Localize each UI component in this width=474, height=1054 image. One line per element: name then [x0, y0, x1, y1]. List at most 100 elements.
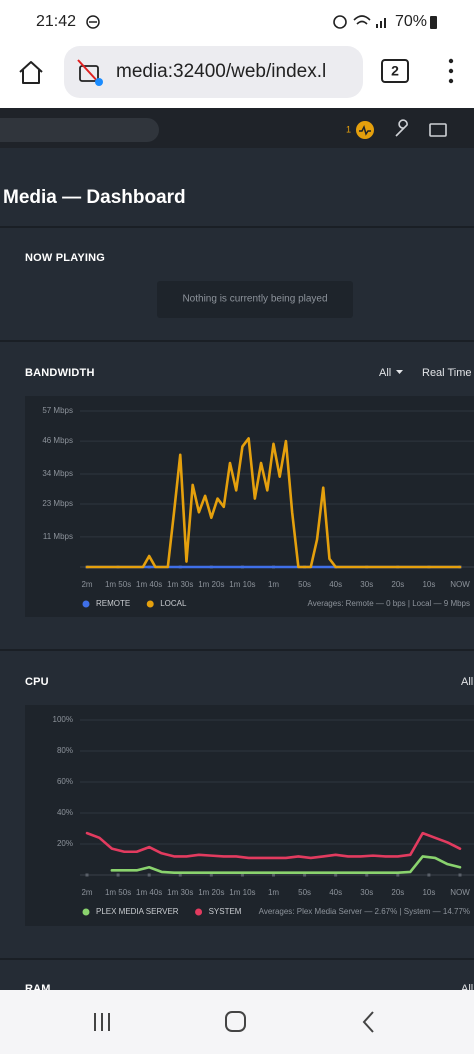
x-tick: [240, 873, 244, 877]
x-tick-label: 10s: [422, 888, 435, 897]
x-tick: [365, 873, 369, 877]
chart-averages: Averages: Remote — 0 bps | Local — 9 Mbp…: [308, 599, 470, 608]
x-tick-label: 30s: [360, 888, 373, 897]
empty-state-box: [157, 281, 353, 318]
x-tick-label: 40s: [329, 580, 342, 589]
tab-count: 2: [391, 63, 399, 79]
recents-button[interactable]: [94, 1013, 110, 1031]
x-tick-label: 1m 50s: [105, 888, 131, 897]
legend-swatch: [82, 600, 90, 608]
url-text[interactable]: media:32400/web/index.l: [116, 61, 326, 82]
activity-icon: [359, 124, 371, 136]
page-title: Media — Dashboard: [3, 187, 186, 208]
x-tick-label: 1m: [268, 580, 279, 589]
x-tick-label: 50s: [298, 888, 311, 897]
activity-count: 1: [346, 124, 351, 134]
x-tick-label: 1m: [268, 888, 279, 897]
x-tick-label: 40s: [329, 888, 342, 897]
x-tick: [272, 873, 275, 877]
tabs-button[interactable]: [381, 59, 409, 83]
x-tick: [85, 873, 89, 877]
menu-dot[interactable]: [448, 68, 454, 74]
x-tick-label: NOW: [450, 888, 470, 897]
y-tick-label: 40%: [57, 808, 73, 817]
home-button[interactable]: [19, 61, 43, 84]
x-tick-label: 1m 30s: [167, 580, 193, 589]
x-tick: [458, 873, 462, 877]
x-tick: [116, 873, 120, 877]
x-tick-label: 1m 50s: [105, 580, 131, 589]
url-bar[interactable]: [64, 46, 363, 98]
series-line: [110, 855, 462, 874]
y-tick-label: 57 Mbps: [42, 406, 73, 415]
legend-label: LOCAL: [160, 599, 187, 608]
menu-dot[interactable]: [448, 58, 454, 64]
y-tick-label: 20%: [57, 839, 73, 848]
x-tick-label: 1m 10s: [229, 888, 255, 897]
x-tick-label: 20s: [391, 580, 404, 589]
alarm-icon: [333, 15, 347, 29]
x-tick-label: 30s: [360, 580, 373, 589]
dnd-icon: [86, 15, 100, 29]
settings-button[interactable]: [395, 119, 408, 137]
chart-panel: [25, 396, 474, 617]
x-tick-label: 1m 20s: [198, 580, 224, 589]
y-tick-label: 100%: [53, 715, 73, 724]
menu-dot[interactable]: [448, 78, 454, 84]
clock: 21:42: [36, 13, 76, 30]
filter-dropdown[interactable]: All: [379, 367, 391, 379]
x-tick-label: 1m 40s: [136, 888, 162, 897]
dropdown-caret: [396, 370, 403, 374]
x-tick: [334, 873, 338, 877]
status-bar: [0, 0, 474, 42]
series-line: [85, 437, 462, 569]
legend-swatch: [146, 600, 154, 608]
insecure-dot: [95, 78, 103, 86]
x-tick-label: 1m 20s: [198, 888, 224, 897]
x-tick-label: 20s: [391, 888, 404, 897]
chart-averages: Averages: Plex Media Server — 2.67% | Sy…: [259, 907, 470, 916]
x-tick-label: NOW: [450, 580, 470, 589]
section-title: CPU: [25, 676, 49, 688]
x-tick-label: 10s: [422, 580, 435, 589]
battery-icon: [430, 16, 437, 29]
y-tick-label: 34 Mbps: [42, 469, 73, 478]
battery-percent: 70%: [395, 13, 427, 30]
filter-dropdown[interactable]: All: [461, 676, 473, 688]
y-tick-label: 80%: [57, 746, 73, 755]
x-tick: [178, 873, 182, 877]
x-tick-label: 50s: [298, 580, 311, 589]
section-title: BANDWIDTH: [25, 367, 95, 379]
chart-panel: [25, 705, 474, 926]
section-title: NOW PLAYING: [25, 252, 105, 264]
y-tick-label: 60%: [57, 777, 73, 786]
home-nav-button[interactable]: [225, 1011, 246, 1032]
x-tick-label: 1m 10s: [229, 580, 255, 589]
x-tick-label: 1m 40s: [136, 580, 162, 589]
x-tick-label: 2m: [81, 888, 92, 897]
x-tick: [303, 873, 307, 877]
range-dropdown[interactable]: Real Time: [422, 367, 472, 379]
x-tick: [427, 873, 431, 877]
nav-bar: [0, 990, 474, 1054]
legend-label: PLEX MEDIA SERVER: [96, 907, 179, 916]
series-line: [85, 831, 462, 860]
y-tick-label: 23 Mbps: [42, 499, 73, 508]
legend-label: SYSTEM: [209, 907, 242, 916]
wifi-icon: [353, 15, 371, 25]
legend-label: REMOTE: [96, 599, 130, 608]
legend-swatch: [195, 908, 203, 916]
signal-icon: [376, 18, 386, 28]
x-tick: [209, 873, 213, 877]
x-tick: [396, 873, 400, 877]
x-tick: [147, 873, 151, 877]
insecure-lock-icon: [79, 65, 99, 82]
back-button[interactable]: [362, 1011, 374, 1033]
y-tick-label: 46 Mbps: [42, 436, 73, 445]
empty-state-text: Nothing is currently being played: [182, 294, 327, 305]
x-tick-label: 1m 30s: [167, 888, 193, 897]
legend-swatch: [82, 908, 90, 916]
cast-button[interactable]: [429, 123, 447, 137]
search-field[interactable]: [0, 118, 159, 142]
